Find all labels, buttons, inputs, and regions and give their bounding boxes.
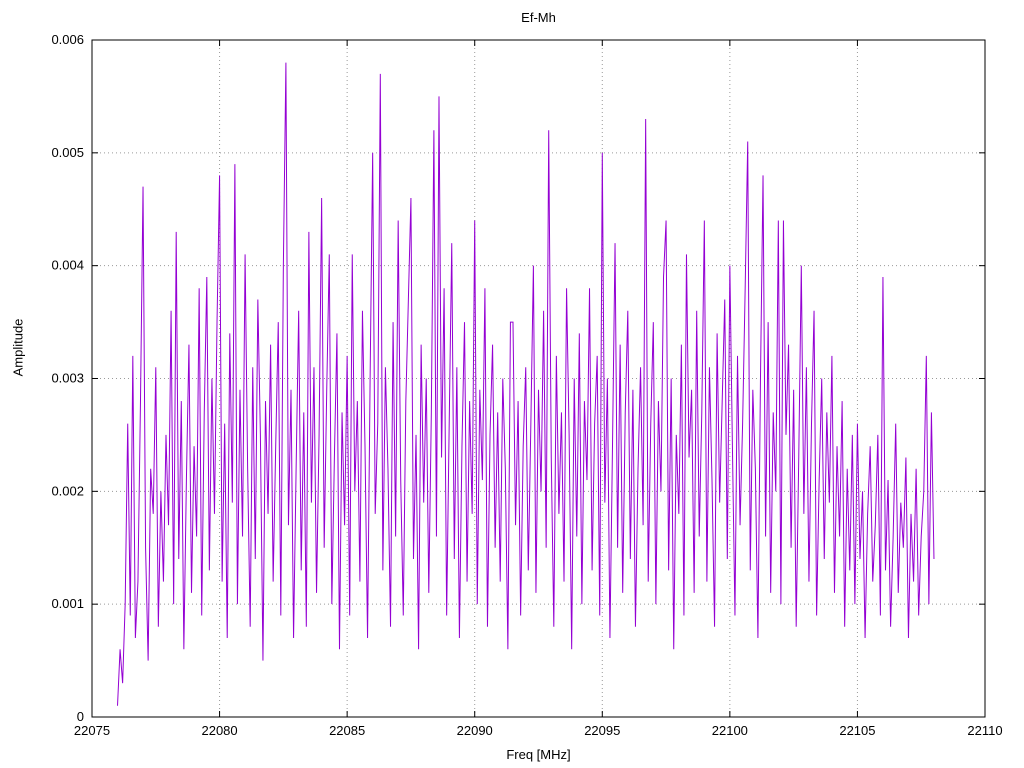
data-series (117, 62, 935, 706)
axis-ticks (91, 39, 986, 718)
x-axis-label: Freq [MHz] (506, 747, 571, 762)
svg-text:0.005: 0.005 (51, 145, 84, 160)
svg-text:0.003: 0.003 (51, 371, 84, 386)
svg-text:22100: 22100 (712, 723, 748, 738)
grid-lines (92, 40, 985, 717)
svg-text:22095: 22095 (584, 723, 620, 738)
svg-text:22105: 22105 (839, 723, 875, 738)
svg-text:22075: 22075 (74, 723, 110, 738)
svg-text:0.006: 0.006 (51, 32, 84, 47)
plot-border (91, 39, 986, 718)
svg-text:0: 0 (77, 709, 84, 724)
tick-labels: 22075 22080 22085 22090 22095 22100 22105 22110… (51, 32, 1002, 738)
svg-text:22085: 22085 (329, 723, 365, 738)
svg-text:0.002: 0.002 (51, 483, 84, 498)
svg-text:0.001: 0.001 (51, 596, 84, 611)
chart-title: Ef-Mh (521, 10, 556, 25)
svg-text:22080: 22080 (201, 723, 237, 738)
svg-text:22110: 22110 (967, 723, 1002, 738)
svg-text:22090: 22090 (457, 723, 493, 738)
svg-text:0.004: 0.004 (51, 258, 84, 273)
